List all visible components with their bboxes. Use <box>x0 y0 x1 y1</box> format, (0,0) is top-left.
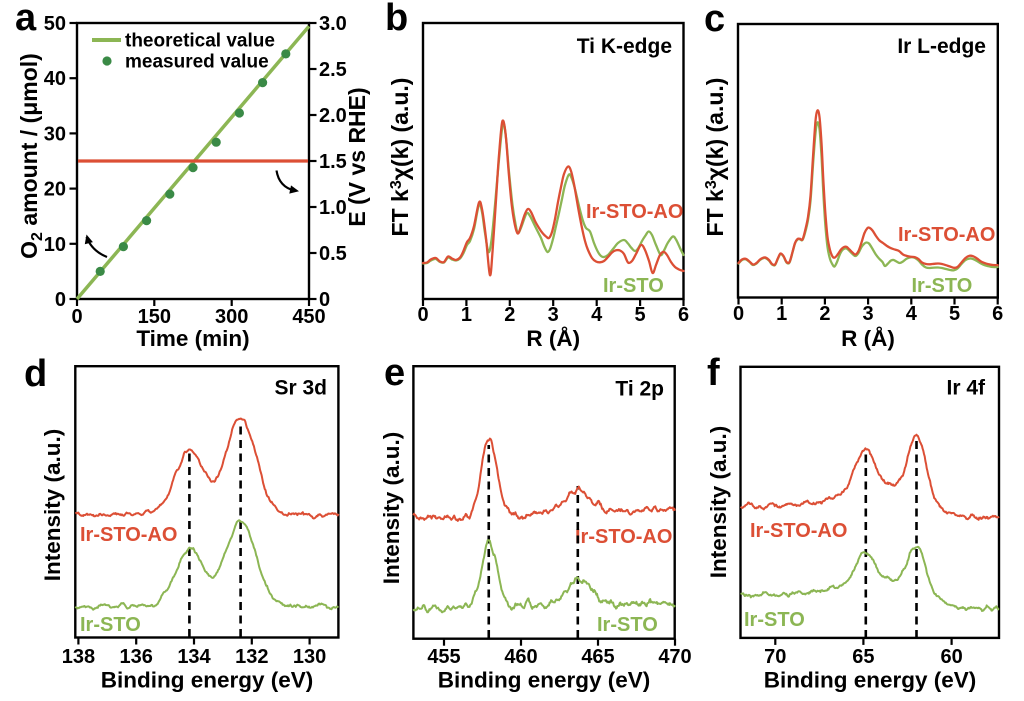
svg-text:O2 amount / (μmol): O2 amount / (μmol) <box>16 53 46 259</box>
svg-text:Ir-STO-AO: Ir-STO-AO <box>898 224 995 246</box>
svg-text:60: 60 <box>940 646 962 668</box>
svg-text:0: 0 <box>319 289 330 311</box>
svg-text:2.5: 2.5 <box>319 59 347 81</box>
svg-text:Ir-STO: Ir-STO <box>912 275 973 297</box>
svg-text:4: 4 <box>591 304 603 326</box>
svg-text:136: 136 <box>120 646 153 668</box>
svg-text:Binding energy (eV): Binding energy (eV) <box>764 668 977 693</box>
svg-text:6: 6 <box>992 303 1003 325</box>
svg-text:Binding energy (eV): Binding energy (eV) <box>101 668 314 693</box>
svg-text:3.0: 3.0 <box>319 13 347 35</box>
svg-text:FT k3χ(k) (a.u.): FT k3χ(k) (a.u.) <box>702 78 728 237</box>
svg-text:Ti 2p: Ti 2p <box>615 378 664 401</box>
svg-text:10: 10 <box>44 234 66 256</box>
svg-text:0: 0 <box>55 289 66 311</box>
svg-text:5: 5 <box>635 304 646 326</box>
svg-text:Ir-STO: Ir-STO <box>744 609 805 631</box>
svg-text:30: 30 <box>44 123 66 145</box>
svg-text:Ir-STO-AO: Ir-STO-AO <box>750 520 847 542</box>
svg-text:6: 6 <box>678 304 689 326</box>
svg-text:1: 1 <box>461 304 472 326</box>
svg-text:1: 1 <box>776 303 787 325</box>
svg-text:450: 450 <box>292 306 325 328</box>
svg-text:460: 460 <box>504 646 537 668</box>
svg-text:Ir-STO: Ir-STO <box>597 614 658 636</box>
svg-text:2: 2 <box>504 304 515 326</box>
svg-text:0.5: 0.5 <box>319 243 347 265</box>
svg-text:f: f <box>707 352 720 394</box>
svg-text:Intensity (a.u.): Intensity (a.u.) <box>706 426 731 579</box>
svg-text:0: 0 <box>71 306 82 328</box>
svg-text:Ir-STO: Ir-STO <box>80 614 141 636</box>
svg-text:2.0: 2.0 <box>319 105 347 127</box>
svg-text:b: b <box>385 0 408 39</box>
svg-text:3: 3 <box>863 303 874 325</box>
svg-text:134: 134 <box>177 646 211 668</box>
svg-text:e: e <box>384 352 405 394</box>
svg-text:150: 150 <box>138 306 171 328</box>
svg-text:300: 300 <box>215 306 248 328</box>
svg-text:70: 70 <box>764 646 786 668</box>
svg-text:Ir-STO: Ir-STO <box>603 275 664 297</box>
svg-text:measured value: measured value <box>125 52 269 73</box>
svg-text:d: d <box>24 353 47 395</box>
svg-text:1.0: 1.0 <box>319 197 347 219</box>
svg-text:50: 50 <box>44 13 66 35</box>
svg-text:3: 3 <box>548 304 559 326</box>
svg-text:Ir-STO-AO: Ir-STO-AO <box>575 526 672 548</box>
svg-text:R (Å): R (Å) <box>841 325 895 351</box>
svg-text:20: 20 <box>44 179 66 201</box>
svg-text:Ir L-edge: Ir L-edge <box>897 35 986 58</box>
svg-text:470: 470 <box>658 646 691 668</box>
svg-text:138: 138 <box>62 646 95 668</box>
svg-text:Intensity (a.u.): Intensity (a.u.) <box>40 429 65 582</box>
svg-text:Time (min): Time (min) <box>136 326 249 351</box>
svg-text:Ir 4f: Ir 4f <box>946 377 986 400</box>
svg-text:65: 65 <box>852 646 874 668</box>
svg-text:Sr 3d: Sr 3d <box>274 377 327 400</box>
svg-text:a: a <box>15 0 37 39</box>
svg-text:E (V vs RHE): E (V vs RHE) <box>344 87 370 226</box>
svg-text:R (Å): R (Å) <box>526 325 580 351</box>
svg-text:5: 5 <box>949 303 960 325</box>
svg-text:130: 130 <box>293 646 326 668</box>
svg-text:4: 4 <box>906 303 918 325</box>
svg-text:theoretical value: theoretical value <box>125 31 275 52</box>
svg-text:2: 2 <box>819 303 830 325</box>
svg-text:FT k3χ(k) (a.u.): FT k3χ(k) (a.u.) <box>387 78 413 237</box>
svg-text:455: 455 <box>427 646 460 668</box>
svg-text:c: c <box>704 0 725 40</box>
svg-text:Ir-STO-AO: Ir-STO-AO <box>80 524 177 546</box>
svg-text:0: 0 <box>417 304 428 326</box>
svg-text:40: 40 <box>44 68 66 90</box>
svg-text:Ir-STO-AO: Ir-STO-AO <box>586 201 683 223</box>
svg-text:Binding energy (eV): Binding energy (eV) <box>438 668 651 693</box>
svg-text:0: 0 <box>733 303 744 325</box>
svg-text:Intensity (a.u.): Intensity (a.u.) <box>379 432 404 585</box>
svg-text:Ti K-edge: Ti K-edge <box>577 35 672 58</box>
svg-text:132: 132 <box>235 646 268 668</box>
svg-text:1.5: 1.5 <box>319 151 347 173</box>
svg-text:465: 465 <box>581 646 614 668</box>
